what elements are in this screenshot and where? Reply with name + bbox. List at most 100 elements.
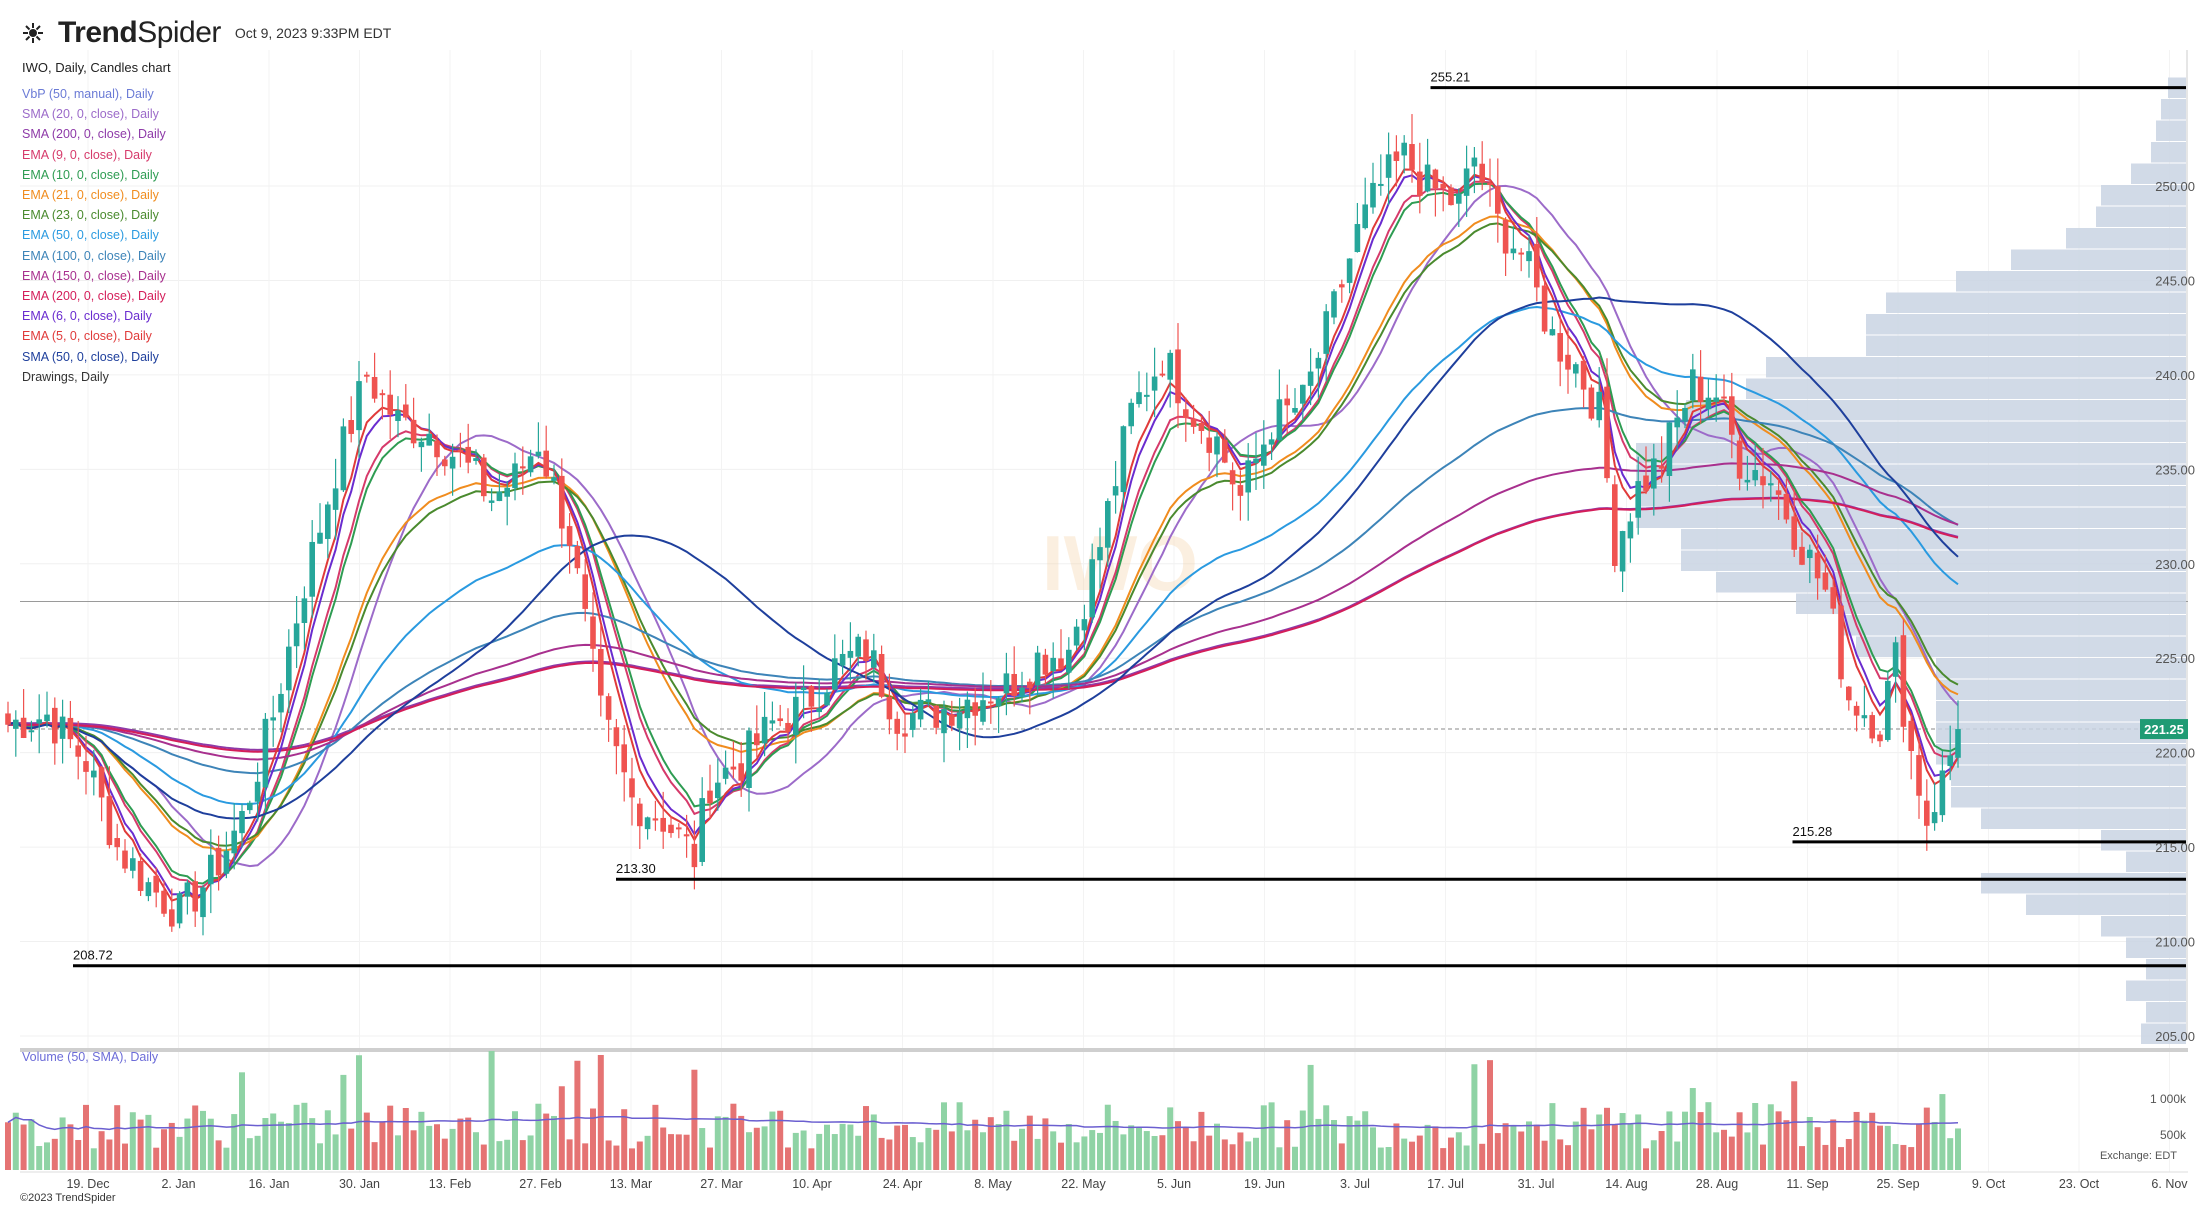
candle-body (535, 451, 542, 457)
legend-item[interactable]: EMA (200, 0, close), Daily (22, 289, 166, 304)
vbp-bar (1936, 722, 2186, 743)
volume-bar (972, 1119, 979, 1170)
volume-bar (28, 1119, 35, 1170)
volume-tick-label: 1 000k (2150, 1092, 2187, 1106)
time-tick-label: 25. Sep (1876, 1177, 1919, 1191)
candle-body (1167, 352, 1173, 380)
volume-bar (1931, 1121, 1938, 1170)
candle-body (543, 450, 549, 477)
vbp-bar (1866, 335, 2186, 356)
candle-body (1315, 357, 1322, 369)
candle-body (1635, 481, 1641, 518)
candle-body (28, 730, 35, 733)
brand-name: TrendSpider (58, 16, 221, 50)
time-axis[interactable]: 19. Dec 2. Jan 16. Jan 30. Jan 13. Feb 27. Fe… (20, 1171, 2188, 1191)
legend-item[interactable]: EMA (10, 0, close), Daily (22, 167, 159, 182)
vbp-bar (2101, 830, 2186, 851)
volume-bar (488, 1050, 495, 1170)
volume-bar (106, 1139, 113, 1170)
volume-bar (1658, 1131, 1665, 1170)
volume-bar (246, 1138, 253, 1170)
price-tick-label: 240.00 (2155, 368, 2195, 383)
candle-body (527, 456, 534, 473)
candle-body (59, 716, 66, 739)
legend-item[interactable]: SMA (20, 0, close), Daily (22, 107, 159, 122)
candle-body (785, 722, 791, 732)
volume-bar (582, 1143, 589, 1170)
volume-bar (956, 1102, 963, 1170)
candle-body (1370, 182, 1376, 208)
candle-body (1261, 444, 1267, 466)
legend-item[interactable]: EMA (5, 0, close), Daily (22, 329, 152, 344)
candle-body (1385, 154, 1392, 178)
candle-body (699, 798, 705, 862)
legend-item[interactable]: SMA (50, 0, close), Daily (22, 349, 159, 364)
vbp-bar (1636, 507, 2186, 528)
vbp-bar (1841, 615, 2186, 636)
volume-bar (1526, 1121, 1532, 1170)
candle-body (1448, 187, 1454, 206)
legend-item[interactable]: EMA (23, 0, close), Daily (22, 208, 159, 223)
price-tick-label: 245.00 (2155, 273, 2195, 288)
volume-bar (808, 1148, 815, 1170)
volume-legend[interactable]: Volume (50, SMA), Daily (22, 1050, 159, 1064)
vbp-bar (2026, 894, 2186, 915)
price-tick-label: 220.00 (2155, 746, 2195, 761)
legend-item[interactable]: EMA (50, 0, close), Daily (22, 228, 159, 243)
candle-body (153, 875, 159, 893)
candle-body (1487, 183, 1493, 186)
volume-bar (1783, 1120, 1790, 1170)
candle-body (1206, 437, 1212, 453)
candle-body (1729, 396, 1735, 435)
candle-body (1885, 680, 1891, 740)
candle-body (1190, 418, 1197, 427)
candle-body (1736, 440, 1743, 479)
volume-bar (402, 1108, 409, 1170)
legend-item[interactable]: SMA (200, 0, close), Daily (22, 127, 166, 142)
volume-bar (278, 1121, 284, 1170)
volume-bar (1861, 1120, 1868, 1170)
price-axis[interactable]: 205.00 210.00 215.00 220.00 225.00 230.00 235.… (2140, 179, 2195, 1044)
legend-item[interactable]: Drawings, Daily (22, 369, 109, 384)
legend-item[interactable]: EMA (9, 0, close), Daily (22, 147, 152, 162)
vbp-bar (1936, 744, 2186, 765)
volume-bar (1432, 1126, 1439, 1170)
legend-item[interactable]: EMA (100, 0, close), Daily (22, 248, 166, 263)
candle-body (1495, 186, 1501, 214)
candle-body (215, 847, 222, 876)
volume-bar (332, 1134, 339, 1170)
vbp-bar (1676, 421, 2186, 442)
candle-body (1027, 681, 1033, 688)
legend-item[interactable]: EMA (6, 0, close), Daily (22, 309, 152, 324)
time-tick-label: 13. Feb (429, 1177, 471, 1191)
candle-body (426, 433, 432, 446)
candle-body (1518, 252, 1524, 255)
volume-bar (1533, 1124, 1540, 1170)
volume-bar (714, 1116, 721, 1170)
candle-body (660, 817, 666, 832)
candle-body (949, 714, 955, 726)
volume-bar (285, 1123, 292, 1170)
candle-body (1089, 559, 1095, 618)
candle-body (1510, 248, 1517, 254)
volume-bar (1440, 1148, 1447, 1170)
volume-bar (1136, 1127, 1142, 1170)
volume-bar (1362, 1111, 1369, 1170)
legend-item[interactable]: EMA (21, 0, close), Daily (22, 188, 159, 203)
volume-bar (1744, 1132, 1751, 1170)
time-tick-label: 2. Jan (161, 1177, 195, 1191)
candle-body (777, 718, 783, 722)
candle-body (1713, 397, 1719, 402)
candle-body (1471, 157, 1478, 167)
indicator-legend: VbP (50, manual), Daily SMA (20, 0, close… (22, 84, 166, 387)
volume-bar (1728, 1136, 1735, 1170)
legend-item[interactable]: VbP (50, manual), Daily (22, 87, 154, 101)
volume-bar (1011, 1140, 1018, 1170)
legend-item[interactable]: EMA (150, 0, close), Daily (22, 268, 166, 283)
vbp-bar (1981, 873, 2186, 894)
price-levels[interactable]: 255.21 213.30 215.28 208.72 (73, 70, 2186, 968)
candle-body (644, 817, 651, 830)
candle-body (1744, 479, 1751, 483)
volume-bar (75, 1139, 82, 1170)
